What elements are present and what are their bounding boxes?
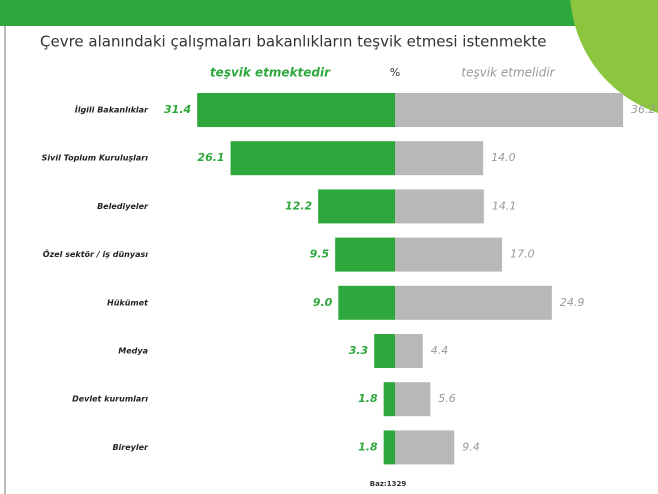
bar: [395, 189, 484, 223]
value-label: 1.8: [358, 392, 378, 405]
value-label: 1.8: [358, 440, 378, 453]
value-label: 26.1: [197, 151, 224, 164]
value-label: 14.0: [491, 151, 516, 164]
category-label: Medya: [118, 347, 148, 356]
value-label: 24.9: [560, 296, 585, 309]
bar: [197, 93, 395, 127]
value-label: 3.3: [349, 344, 369, 357]
category-label: Hükümet: [107, 298, 149, 307]
bar: [395, 141, 483, 175]
page: Çevre alanındaki çalışmaları bakanlıklar…: [0, 0, 658, 494]
category-label: Belediyeler: [97, 202, 149, 211]
bar: [395, 382, 430, 416]
bar: [338, 286, 395, 320]
bar: [374, 334, 395, 368]
footnote: Baz:1329: [370, 480, 407, 488]
value-label: 5.6: [438, 392, 456, 405]
value-label: 9.0: [313, 296, 333, 309]
chart-title: Çevre alanındaki çalışmaları bakanlıklar…: [40, 33, 547, 51]
value-label: 17.0: [510, 248, 534, 261]
unit-label: %: [390, 66, 400, 79]
bar: [231, 141, 395, 175]
value-label: 14.1: [492, 199, 516, 212]
value-label: 12.2: [285, 199, 312, 212]
bar: [318, 189, 395, 223]
value-label: 31.4: [164, 103, 191, 116]
category-label: Devlet kurumları: [72, 395, 148, 404]
bar: [395, 286, 552, 320]
chart: Çevre alanındaki çalışmaları bakanlıklar…: [0, 0, 658, 494]
value-label: 36.2: [631, 103, 656, 116]
legend-left: teşvik etmektedir: [210, 66, 331, 80]
bar: [384, 430, 395, 464]
value-label: 9.4: [462, 440, 480, 453]
bar: [395, 430, 454, 464]
bar: [335, 238, 395, 272]
value-label: 9.5: [310, 248, 330, 261]
category-label: İlgili Bakanlıklar: [75, 105, 149, 115]
bar: [395, 334, 423, 368]
category-label: Bireyler: [112, 443, 149, 452]
category-label: Sivil Toplum Kuruluşları: [42, 154, 149, 163]
bar: [384, 382, 395, 416]
bar: [395, 93, 623, 127]
bar: [395, 238, 502, 272]
category-label: Özel sektör / iş dünyası: [43, 249, 148, 259]
value-label: 4.4: [431, 344, 449, 357]
legend-right: teşvik etmelidir: [461, 66, 555, 80]
header-band: [0, 0, 658, 26]
